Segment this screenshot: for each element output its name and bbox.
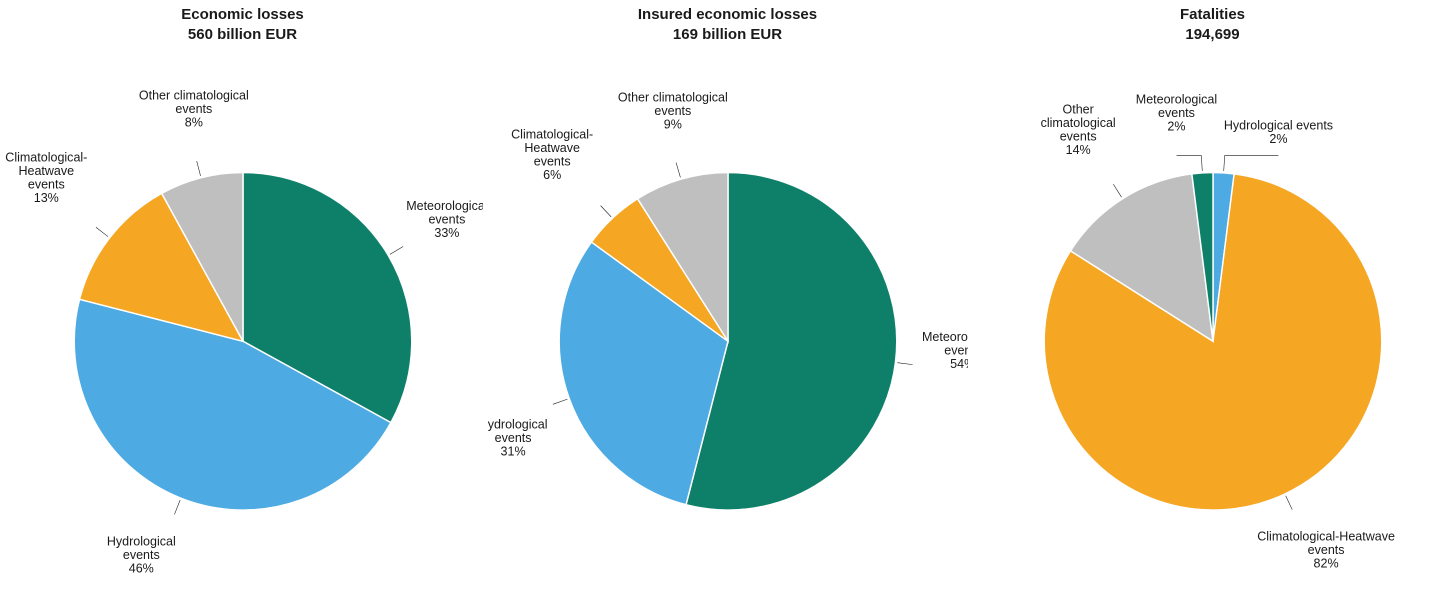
chart-panel-insured-losses: Insured economic losses169 billion EUR Me… [488, 5, 968, 592]
chart-panel-fatalities: Fatalities194,699 Hydrological events2% Cl… [973, 5, 1453, 592]
slice-label: Hydrologicalevents46% [106, 534, 175, 575]
slice-label: Other climatologicalevents8% [138, 89, 248, 130]
chart-title: Insured economic losses169 billion EUR [638, 5, 817, 44]
pie-chart-insured-losses: Meteorologicalevents54% Hydrologicalevent… [488, 52, 968, 592]
chart-panel-economic-losses: Economic losses560 billion EUR Meteorolog… [3, 5, 483, 592]
pie-chart-economic-losses: Meteorologicalevents33% Hydrologicalevent… [3, 52, 483, 592]
slice-label: Meteorologicalevents33% [406, 199, 483, 240]
slice-label: Hydrologicalevents31% [488, 417, 548, 458]
slice-label: Climatological-Heatwaveevents6% [511, 127, 593, 182]
chart-title: Economic losses560 billion EUR [181, 5, 304, 44]
charts-row: Economic losses560 billion EUR Meteorolog… [0, 0, 1455, 597]
slice-label: Climatological-Heatwaveevents13% [5, 150, 87, 205]
slice-label: Meteorologicalevents54% [921, 330, 967, 371]
pie-chart-fatalities: Hydrological events2% Climatological-Heat… [973, 52, 1453, 592]
slice-label: Other climatologicalevents9% [617, 90, 727, 131]
slice-label: Hydrological events2% [1223, 119, 1332, 147]
chart-title: Fatalities194,699 [1180, 5, 1245, 44]
slice-label: Climatological-Heatwaveevents82% [1257, 529, 1395, 570]
slice-label: Otherclimatologicalevents14% [1040, 103, 1115, 157]
slice-label: Meteorologicalevents2% [1135, 92, 1216, 133]
